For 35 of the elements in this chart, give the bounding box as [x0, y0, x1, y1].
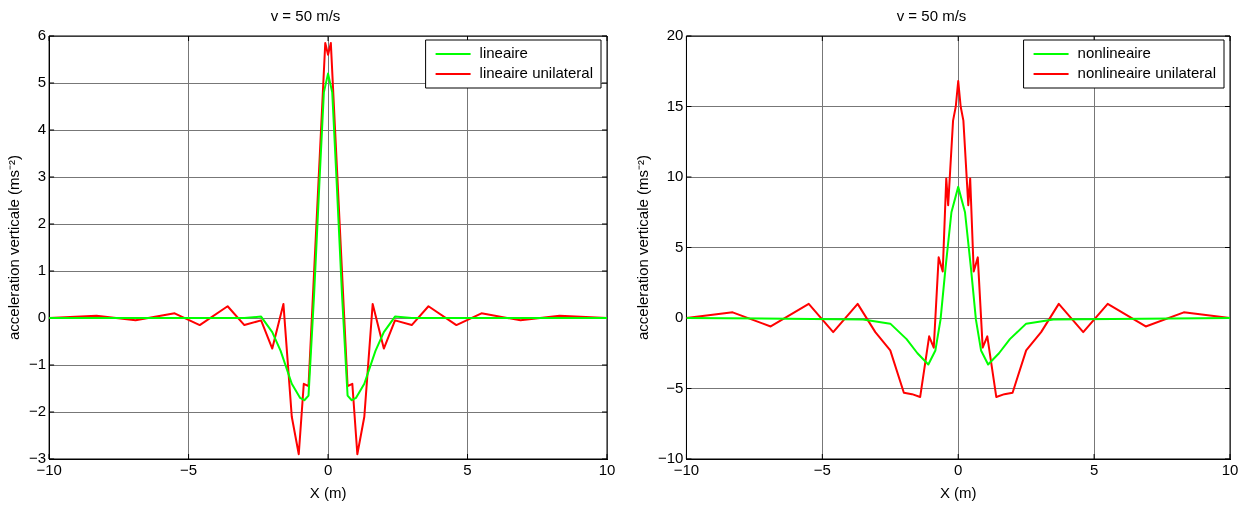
y-tick-label: 4: [37, 120, 47, 138]
y-tick-label: 2: [37, 214, 47, 232]
y-tick-label: 5: [37, 73, 47, 91]
x-tick-label: 10: [1221, 461, 1239, 479]
legend-label: lineaire unilateral: [479, 64, 594, 82]
y-tick-label: 6: [37, 26, 47, 44]
x-tick-label: 10: [598, 461, 616, 479]
chart-title: v = 50 m/s: [270, 7, 341, 25]
y-tick-label: 10: [666, 167, 684, 185]
y-tick-label: −10: [657, 449, 684, 467]
y-tick-label: 0: [37, 308, 47, 326]
x-axis-title: X (m): [939, 484, 977, 502]
x-axis-title: X (m): [309, 484, 347, 502]
y-tick-label: 15: [666, 96, 684, 114]
legend-label: nonlineaire unilateral: [1077, 64, 1217, 82]
y-tick-label: 3: [37, 167, 47, 185]
y-tick-label: 5: [675, 237, 684, 255]
legend-label: lineaire: [479, 44, 528, 62]
y-tick-label: 20: [666, 26, 684, 44]
y-axis-title: acceleration verticale (ms⁻²): [634, 154, 652, 341]
x-tick-label: 5: [1089, 461, 1099, 479]
y-tick-label: 1: [37, 261, 47, 279]
y-tick-label: −1: [28, 355, 47, 373]
x-tick-label: 5: [463, 461, 472, 479]
x-tick-label: −5: [813, 461, 831, 479]
x-tick-label: −5: [180, 461, 198, 479]
x-tick-label: 0: [323, 461, 333, 479]
y-tick-label: −2: [28, 402, 47, 420]
y-axis-title: acceleration verticale (ms⁻²): [5, 154, 23, 341]
y-tick-label: −3: [28, 449, 47, 467]
x-tick-label: 0: [954, 461, 963, 479]
legend-label: nonlineaire: [1077, 44, 1151, 62]
chart-title: v = 50 m/s: [896, 7, 967, 25]
y-tick-label: 0: [675, 308, 684, 326]
y-tick-label: −5: [666, 378, 684, 396]
